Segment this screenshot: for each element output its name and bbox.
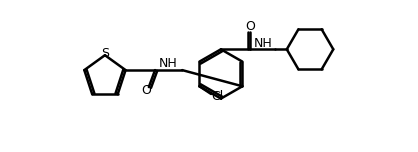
Text: NH: NH	[253, 37, 272, 50]
Text: Cl: Cl	[211, 90, 223, 103]
Text: NH: NH	[159, 57, 178, 70]
Text: O: O	[245, 21, 255, 33]
Text: O: O	[141, 84, 150, 97]
Text: S: S	[101, 47, 109, 60]
